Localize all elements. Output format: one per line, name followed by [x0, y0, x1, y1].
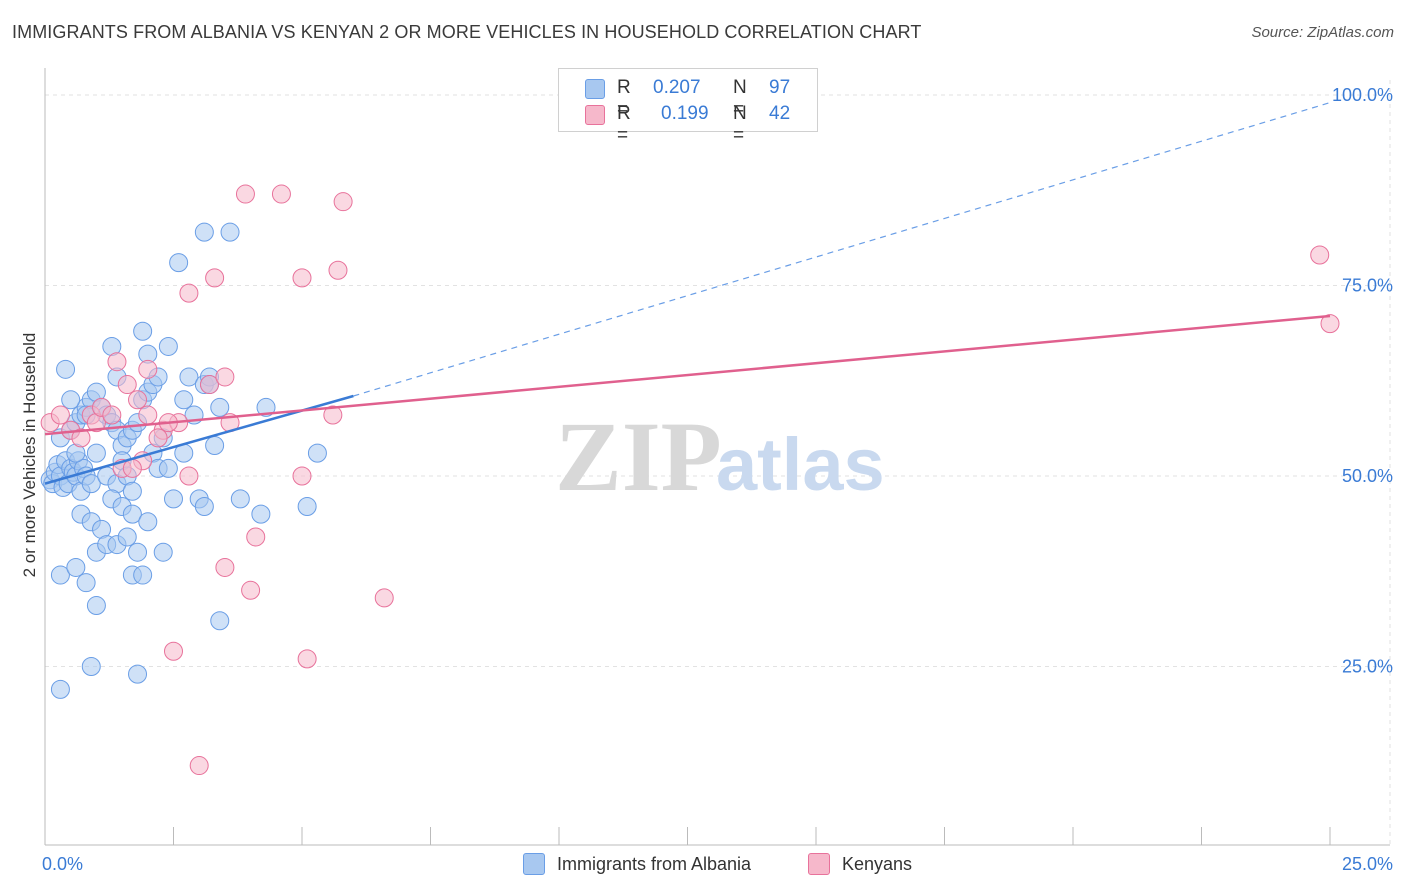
- point-albania: [61, 390, 81, 410]
- point-kenyans: [205, 268, 225, 288]
- point-kenyans: [122, 458, 142, 478]
- r-label: R =: [617, 103, 631, 146]
- point-kenyans: [215, 367, 235, 387]
- watermark-atlas: atlas: [716, 423, 885, 506]
- legend-swatch-kenyans: [808, 853, 830, 875]
- point-kenyans: [148, 428, 168, 448]
- point-albania: [297, 496, 317, 516]
- point-kenyans: [71, 428, 91, 448]
- point-albania: [66, 557, 86, 577]
- point-kenyans: [102, 405, 122, 425]
- point-kenyans: [215, 557, 235, 577]
- point-albania: [158, 336, 178, 356]
- point-albania: [117, 527, 137, 547]
- point-albania: [194, 222, 214, 242]
- legend: Immigrants from Albania Kenyans: [0, 853, 1406, 877]
- point-albania: [81, 657, 101, 676]
- point-kenyans: [271, 184, 291, 204]
- point-albania: [174, 390, 194, 410]
- point-kenyans: [333, 192, 353, 212]
- point-kenyans: [189, 756, 209, 776]
- r-value: 0.207: [653, 77, 701, 98]
- point-kenyans: [323, 405, 343, 425]
- y-tick-label: 75.0%: [1342, 276, 1393, 296]
- n-value: 97: [769, 77, 791, 98]
- point-albania: [210, 397, 230, 417]
- point-albania: [307, 443, 327, 463]
- point-albania: [133, 565, 153, 585]
- point-albania: [230, 489, 250, 509]
- source-label: Source: ZipAtlas.com: [1251, 24, 1394, 41]
- legend-label-albania: Immigrants from Albania: [557, 853, 752, 874]
- trend-line-albania-extension: [353, 102, 1331, 397]
- point-albania: [220, 222, 240, 242]
- point-kenyans: [292, 268, 312, 288]
- point-kenyans: [128, 390, 148, 410]
- point-kenyans: [117, 375, 137, 395]
- r-value: 0.199: [661, 103, 709, 124]
- point-albania: [138, 512, 158, 532]
- y-tick-label: 25.0%: [1342, 657, 1393, 677]
- point-kenyans: [164, 641, 183, 661]
- point-kenyans: [179, 283, 199, 303]
- point-albania: [81, 474, 101, 494]
- point-kenyans: [374, 588, 394, 608]
- stats-swatch-albania: [585, 79, 605, 99]
- point-kenyans: [179, 466, 199, 486]
- point-albania: [256, 397, 276, 417]
- point-kenyans: [297, 649, 317, 669]
- legend-item-kenyans[interactable]: Kenyans: [808, 853, 912, 875]
- point-kenyans: [328, 260, 348, 280]
- point-kenyans: [235, 184, 255, 204]
- y-tick-label: 50.0%: [1342, 466, 1393, 486]
- point-albania: [86, 596, 106, 616]
- point-albania: [169, 253, 189, 273]
- x-tick-label: 25.0%: [1342, 854, 1393, 874]
- point-albania: [194, 496, 214, 516]
- point-albania: [205, 436, 225, 456]
- point-albania: [128, 542, 148, 562]
- point-albania: [122, 481, 142, 501]
- point-albania: [210, 611, 230, 631]
- n-label: N =: [733, 103, 747, 146]
- n-value: 42: [769, 103, 791, 124]
- point-albania: [179, 367, 199, 387]
- point-albania: [50, 565, 70, 585]
- point-albania: [56, 359, 76, 379]
- point-kenyans: [292, 466, 312, 486]
- x-tick-label: 0.0%: [42, 854, 83, 874]
- point-albania: [133, 321, 153, 341]
- point-albania: [128, 664, 148, 684]
- point-albania: [76, 573, 96, 593]
- y-tick-label: 100.0%: [1332, 85, 1393, 105]
- point-kenyans: [50, 405, 70, 425]
- stats-box: R = 0.207 N = 97 R = 0.199 N = 42: [558, 68, 818, 146]
- point-albania: [164, 489, 183, 509]
- point-albania: [122, 504, 142, 524]
- point-kenyans: [1320, 314, 1340, 334]
- point-albania: [50, 679, 70, 699]
- point-kenyans: [138, 359, 158, 379]
- point-albania: [86, 443, 106, 463]
- point-albania: [158, 458, 178, 478]
- point-albania: [153, 542, 173, 562]
- r-label: R =: [617, 77, 631, 120]
- point-kenyans: [1310, 245, 1330, 265]
- watermark-zip: ZIP: [555, 401, 722, 512]
- legend-label-kenyans: Kenyans: [842, 853, 913, 874]
- stats-swatch-kenyans: [585, 105, 605, 125]
- n-label: N =: [733, 77, 747, 120]
- point-kenyans: [138, 405, 158, 425]
- point-kenyans: [199, 375, 219, 395]
- point-kenyans: [246, 527, 266, 547]
- point-kenyans: [241, 580, 261, 600]
- trend-line-kenyans: [44, 314, 1331, 436]
- chart-title: IMMIGRANTS FROM ALBANIA VS KENYAN 2 OR M…: [12, 22, 922, 42]
- legend-swatch-albania: [523, 853, 545, 875]
- point-kenyans: [107, 352, 127, 372]
- point-albania: [251, 504, 271, 524]
- legend-item-albania[interactable]: Immigrants from Albania: [523, 853, 751, 875]
